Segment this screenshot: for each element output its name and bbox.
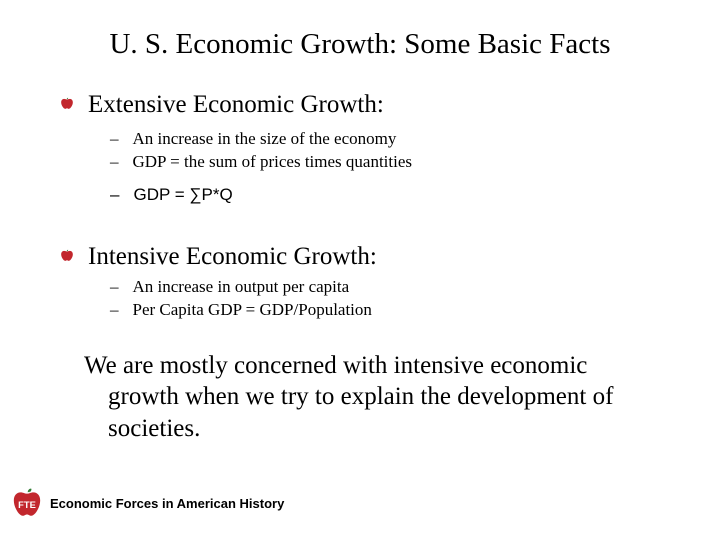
slide-title: U. S. Economic Growth: Some Basic Facts <box>60 28 660 61</box>
dash-icon: – <box>110 184 119 207</box>
conclusion-text: We are mostly concerned with intensive e… <box>84 350 660 444</box>
bullet-label: Intensive Economic Growth: <box>88 241 377 272</box>
sub-item-text: An increase in output per capita <box>133 276 350 299</box>
bullet-item: Intensive Economic Growth: <box>60 241 660 272</box>
dash-icon: – <box>110 299 119 322</box>
fte-apple-logo-icon: FTE <box>10 486 44 520</box>
sub-item: – GDP = the sum of prices times quantiti… <box>110 151 660 174</box>
apple-icon <box>60 96 74 110</box>
slide: U. S. Economic Growth: Some Basic Facts … <box>0 0 720 540</box>
footer-label: Economic Forces in American History <box>50 496 284 511</box>
bullet-item: Extensive Economic Growth: <box>60 89 660 120</box>
sub-item: – An increase in the size of the economy <box>110 128 660 151</box>
sub-item-text: GDP = the sum of prices times quantities <box>133 151 413 174</box>
bullet-label: Extensive Economic Growth: <box>88 89 384 120</box>
dash-icon: – <box>110 151 119 174</box>
sub-item-text: Per Capita GDP = GDP/Population <box>133 299 372 322</box>
sub-item: – Per Capita GDP = GDP/Population <box>110 299 660 322</box>
svg-text:FTE: FTE <box>18 500 36 510</box>
sub-list: – An increase in output per capita – Per… <box>110 276 660 322</box>
apple-icon <box>60 248 74 262</box>
sub-item: – An increase in output per capita <box>110 276 660 299</box>
dash-icon: – <box>110 128 119 151</box>
dash-icon: – <box>110 276 119 299</box>
sub-list: – An increase in the size of the economy… <box>110 128 660 207</box>
sub-item-text: An increase in the size of the economy <box>133 128 397 151</box>
slide-footer: FTE Economic Forces in American History <box>10 486 284 520</box>
sub-item-formula: – GDP = ∑P*Q <box>110 184 660 207</box>
sub-item-text: GDP = ∑P*Q <box>133 184 232 207</box>
